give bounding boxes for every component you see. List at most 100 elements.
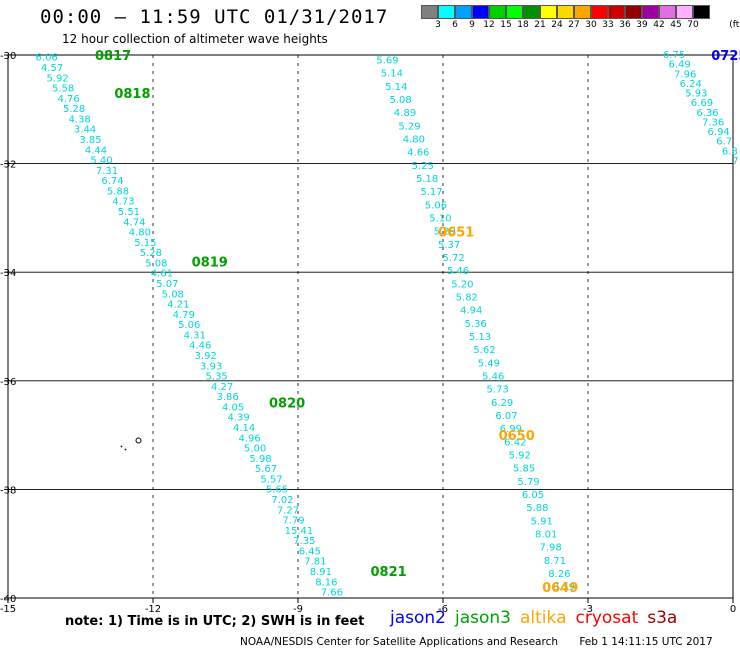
time-label: 0650	[499, 429, 535, 444]
footer: NOAA/NESDIS Center for Satellite Applica…	[240, 636, 713, 648]
swh-value: 4.14	[233, 423, 255, 434]
swh-value: 5.91	[531, 516, 553, 527]
swh-value: 4.61	[151, 269, 173, 280]
swh-value: 4.80	[403, 134, 425, 145]
swh-value: 4.79	[173, 310, 195, 321]
swh-value: 5.28	[63, 104, 85, 115]
swh-value: 4.80	[129, 228, 151, 239]
swh-value: 5.69	[376, 55, 398, 66]
swh-value: 6.94	[708, 127, 730, 138]
swh-value: 5.92	[509, 450, 531, 461]
swh-value: 5.35	[206, 372, 228, 383]
satellite-name: cryosat	[575, 608, 639, 628]
island-marker	[135, 437, 142, 444]
time-label: 0819	[192, 255, 228, 270]
legend-tick-label: 9	[469, 20, 475, 30]
swh-value: 7.98	[539, 543, 561, 554]
swh-value: 5.07	[156, 279, 178, 290]
legend-tick-label: 24	[551, 20, 563, 30]
swh-value: 4.38	[68, 114, 90, 125]
swh-value: 6.45	[299, 546, 321, 557]
swh-value: 5.08	[162, 289, 184, 300]
swh-value: 5.67	[255, 464, 277, 475]
swh-value: 5.08	[390, 95, 412, 106]
swh-value: 7.35	[293, 536, 315, 547]
swh-value: 6.29	[491, 398, 513, 409]
swh-value: 6.07	[495, 411, 517, 422]
swh-value: 4.94	[460, 306, 482, 317]
legend-swatch	[421, 5, 438, 19]
chart-subtitle: 12 hour collection of altimeter wave hei…	[62, 32, 328, 46]
time-label: 0820	[269, 397, 305, 412]
swh-value: 5.13	[469, 332, 491, 343]
x-tick-label: -9	[293, 604, 303, 615]
swh-value: 7.36	[702, 117, 724, 128]
swh-value: 5.92	[47, 73, 69, 84]
island-marker	[124, 448, 127, 451]
legend-tick-label: 6	[452, 20, 458, 30]
swh-value: 15.41	[285, 526, 314, 537]
swh-value: 5.88	[526, 503, 548, 514]
legend-tick-label: 21	[534, 20, 546, 30]
swh-value: 6.05	[522, 490, 544, 501]
legend-swatch	[540, 5, 557, 19]
swh-value: 8.01	[535, 529, 557, 540]
swh-value: 4.05	[222, 402, 244, 413]
swh-value: 4.44	[85, 145, 107, 156]
time-label: 0821	[371, 565, 407, 580]
legend-swatch	[455, 5, 472, 19]
swh-value: 6.8	[722, 146, 738, 157]
legend-swatch	[608, 5, 625, 19]
legend-swatch	[625, 5, 642, 19]
y-tick-label: -32	[0, 160, 16, 171]
swh-value: 5.49	[478, 358, 500, 369]
swh-value: 7.02	[271, 495, 293, 506]
swh-value: 5.25	[412, 161, 434, 172]
legend-tick-label: 36	[619, 20, 631, 30]
swh-value: 5.18	[416, 174, 438, 185]
y-tick-label: -40	[0, 594, 16, 605]
satellite-name: s3a	[647, 608, 678, 628]
swh-value: 6.36	[696, 108, 718, 119]
y-tick-label: -30	[0, 51, 16, 62]
chart-note: note: 1) Time is in UTC; 2) SWH is in fe…	[65, 614, 365, 629]
swh-value: 5.46	[482, 371, 504, 382]
legend-swatch	[591, 5, 608, 19]
swh-value: 5.00	[244, 444, 266, 455]
swh-value: 5.65	[266, 485, 288, 496]
swh-value: 4.96	[238, 433, 260, 444]
satellite-legend: jason2 jason3 altika cryosat s3a	[390, 608, 686, 628]
swh-value: 4.74	[123, 217, 145, 228]
swh-value: 6.99	[500, 424, 522, 435]
swh-value: 4.89	[394, 108, 416, 119]
legend-swatches	[421, 5, 740, 19]
swh-value: 7.27	[277, 505, 299, 516]
x-tick-label: -15	[0, 604, 16, 615]
legend-swatch	[438, 5, 455, 19]
swh-value: 3.93	[200, 361, 222, 372]
swh-value: 4.31	[184, 330, 206, 341]
swh-value: 5.93	[685, 89, 707, 100]
swh-value: 3.85	[79, 135, 101, 146]
time-label: 0651	[438, 225, 474, 240]
swh-value: 5.73	[487, 385, 509, 396]
y-tick-label: -34	[0, 268, 16, 279]
swh-value: 5.85	[513, 464, 535, 475]
swh-value: 5.29	[434, 227, 456, 238]
legend-tick-label: 42	[653, 20, 665, 30]
swh-value: 4.46	[189, 341, 211, 352]
swh-value: 4.39	[227, 413, 249, 424]
time-label: 0725	[711, 49, 740, 64]
swh-value: 4.27	[211, 382, 233, 393]
swh-value: 5.36	[464, 319, 486, 330]
swh-value: 8.71	[544, 556, 566, 567]
swh-value: 6.69	[691, 98, 713, 109]
swh-value: 8.91	[310, 567, 332, 578]
satellite-name: jason2	[390, 608, 446, 628]
x-tick-label: -12	[145, 604, 161, 615]
legend-swatch	[676, 5, 693, 19]
swh-value: 5.14	[385, 82, 407, 93]
swh-value: 5.06	[178, 320, 200, 331]
swh-value: 4.57	[41, 63, 63, 74]
